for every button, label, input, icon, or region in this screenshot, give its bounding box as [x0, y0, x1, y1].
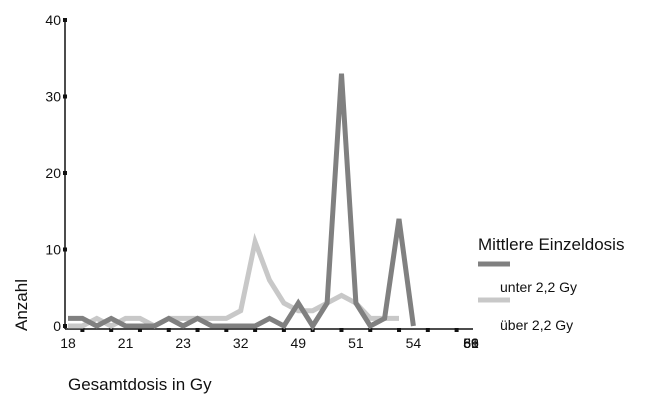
y-tick-label: 30	[45, 89, 61, 105]
x-tick-label: 32	[233, 335, 249, 351]
x-tick-label: 23	[175, 335, 191, 351]
x-tick-mark	[224, 328, 229, 332]
legend-label-unter: unter 2,2 Gy	[500, 279, 577, 295]
y-tick-label: 10	[45, 242, 61, 258]
legend: Mittlere Einzeldosis unter 2,2 Gy über 2…	[478, 235, 624, 333]
y-tick-mark	[63, 18, 67, 22]
x-tick-label: 56	[463, 335, 479, 351]
series-layer	[68, 73, 416, 331]
x-tick-label: 18	[60, 335, 76, 351]
x-tick-mark	[425, 328, 430, 332]
x-tick-mark	[454, 328, 459, 332]
series-line-1	[68, 232, 399, 329]
y-tick-mark	[63, 94, 67, 99]
x-tick-mark	[80, 328, 85, 332]
x-tick-mark	[137, 328, 142, 332]
x-tick-label: 54	[406, 335, 422, 351]
y-tick-label: 40	[45, 12, 61, 28]
x-tick-label: 21	[118, 335, 134, 351]
y-tick-mark	[63, 247, 67, 252]
legend-label-ueber: über 2,2 Gy	[500, 317, 573, 333]
x-tick-mark	[166, 328, 171, 332]
x-tick-mark	[368, 328, 373, 332]
axes	[63, 18, 473, 332]
y-tick-mark	[63, 324, 67, 328]
x-tick-mark	[397, 328, 402, 332]
x-tick-label: 69	[463, 335, 479, 351]
y-tick-label: 0	[53, 318, 61, 334]
x-tick-mark	[281, 328, 286, 332]
x-tick-mark	[109, 328, 114, 332]
x-tick-label: 51	[348, 335, 364, 351]
x-tick-label: 86	[463, 335, 479, 351]
series-line-0	[68, 73, 416, 331]
y-axis-title: Anzahl	[12, 279, 31, 331]
y-tick-label: 20	[45, 165, 61, 181]
legend-title: Mittlere Einzeldosis	[478, 235, 624, 254]
x-axis-title: Gesamtdosis in Gy	[68, 375, 212, 394]
x-tick-mark	[253, 328, 258, 332]
x-tick-label: 59	[463, 335, 479, 351]
x-tick-mark	[339, 328, 344, 332]
x-tick-mark	[195, 328, 200, 332]
x-tick-label: 49	[290, 335, 306, 351]
x-tick-label: 61	[463, 335, 479, 351]
y-tick-mark	[63, 171, 67, 175]
